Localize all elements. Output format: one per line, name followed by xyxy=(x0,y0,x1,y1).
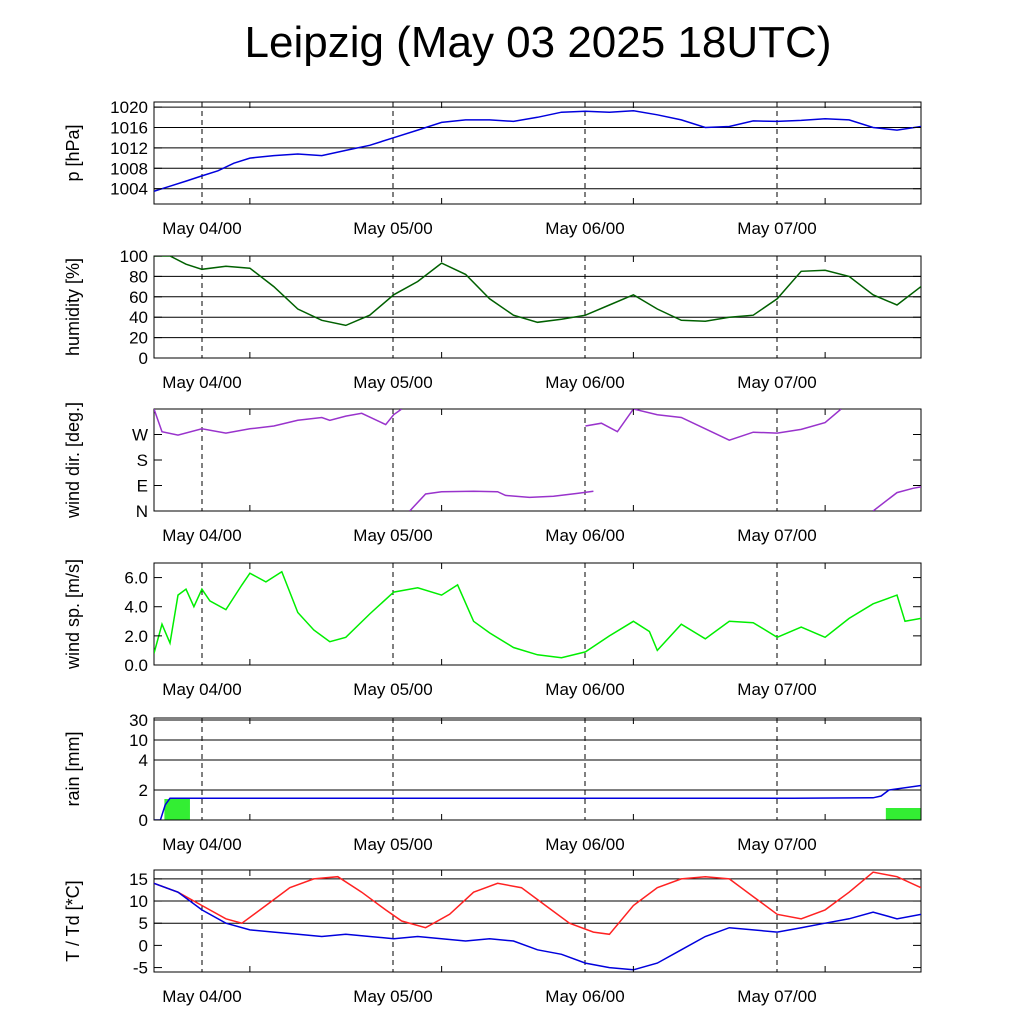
y-tick-label: 1020 xyxy=(110,98,148,117)
y-tick-label: 6.0 xyxy=(124,569,148,588)
y-tick-label: W xyxy=(132,426,148,445)
y-tick-label: 2.0 xyxy=(124,627,148,646)
x-date-label: May 06/00 xyxy=(545,680,624,699)
y-tick-label: 1008 xyxy=(110,159,148,178)
y-tick-label: 100 xyxy=(120,247,148,266)
x-date-label: May 05/00 xyxy=(353,987,432,1006)
x-date-label: May 07/00 xyxy=(737,373,816,392)
series-line-0 xyxy=(154,409,403,436)
x-date-label: May 07/00 xyxy=(737,219,816,238)
x-date-label: May 07/00 xyxy=(737,680,816,699)
x-date-label: May 06/00 xyxy=(545,219,624,238)
x-date-label: May 07/00 xyxy=(737,835,816,854)
x-date-label: May 04/00 xyxy=(162,680,241,699)
y-tick-label: 0 xyxy=(139,811,148,830)
x-date-label: May 06/00 xyxy=(545,987,624,1006)
x-date-label: May 06/00 xyxy=(545,373,624,392)
x-date-label: May 07/00 xyxy=(737,526,816,545)
rain-bar xyxy=(164,799,190,820)
x-date-label: May 04/00 xyxy=(162,987,241,1006)
y-tick-label: 0 xyxy=(139,936,148,955)
x-date-label: May 04/00 xyxy=(162,219,241,238)
y-tick-label: 30 xyxy=(129,711,148,730)
series-line-0 xyxy=(154,784,921,820)
y-tick-label: 0 xyxy=(139,349,148,368)
y-tick-label: S xyxy=(137,451,148,470)
y-tick-label: 2 xyxy=(139,781,148,800)
series-line-0 xyxy=(154,256,921,327)
x-date-label: May 05/00 xyxy=(353,680,432,699)
y-tick-label: 1004 xyxy=(110,180,148,199)
y-axis-label: humidity [%] xyxy=(63,258,83,356)
x-date-label: May 06/00 xyxy=(545,835,624,854)
series-line-1 xyxy=(409,490,594,511)
y-axis-label: wind sp. [m/s] xyxy=(63,559,83,670)
y-tick-label: 10 xyxy=(129,892,148,911)
y-tick-label: 1012 xyxy=(110,139,148,158)
panel-frame xyxy=(153,562,922,666)
panel-frame xyxy=(153,101,922,205)
y-tick-label: 4.0 xyxy=(124,598,148,617)
y-axis-label: rain [mm] xyxy=(63,731,83,806)
y-axis-label: wind dir. [deg.] xyxy=(63,402,83,519)
y-tick-label: 10 xyxy=(129,731,148,750)
panel-frame xyxy=(153,869,922,973)
y-tick-label: 80 xyxy=(129,267,148,286)
y-tick-label: 40 xyxy=(129,308,148,327)
series-line-1 xyxy=(154,882,921,971)
series-line-2 xyxy=(585,409,842,442)
x-date-label: May 05/00 xyxy=(353,219,432,238)
rain-bar xyxy=(885,808,921,820)
x-date-label: May 07/00 xyxy=(737,987,816,1006)
series-line-3 xyxy=(872,486,921,511)
x-date-label: May 04/00 xyxy=(162,526,241,545)
y-tick-label: 1016 xyxy=(110,119,148,138)
x-date-label: May 04/00 xyxy=(162,373,241,392)
x-date-label: May 05/00 xyxy=(353,835,432,854)
x-date-label: May 04/00 xyxy=(162,835,241,854)
series-line-0 xyxy=(154,570,921,659)
x-date-label: May 05/00 xyxy=(353,373,432,392)
panel-frame xyxy=(153,717,922,821)
series-line-0 xyxy=(154,109,921,193)
y-axis-label: p [hPa] xyxy=(63,124,83,181)
y-tick-label: -5 xyxy=(133,959,148,978)
x-date-label: May 05/00 xyxy=(353,526,432,545)
y-tick-label: 0.0 xyxy=(124,656,148,675)
y-tick-label: E xyxy=(137,477,148,496)
chart-title: Leipzig (May 03 2025 18UTC) xyxy=(244,18,832,67)
y-tick-label: 60 xyxy=(129,288,148,307)
y-tick-label: 5 xyxy=(139,914,148,933)
y-tick-label: 15 xyxy=(129,870,148,889)
y-tick-label: 4 xyxy=(139,751,148,770)
panel-frame xyxy=(153,255,922,359)
panel-frame xyxy=(153,408,922,512)
x-date-label: May 06/00 xyxy=(545,526,624,545)
y-tick-label: N xyxy=(136,502,148,521)
y-axis-label: T / Td [*C] xyxy=(63,880,83,961)
series-line-0 xyxy=(154,871,921,936)
y-tick-label: 20 xyxy=(129,329,148,348)
